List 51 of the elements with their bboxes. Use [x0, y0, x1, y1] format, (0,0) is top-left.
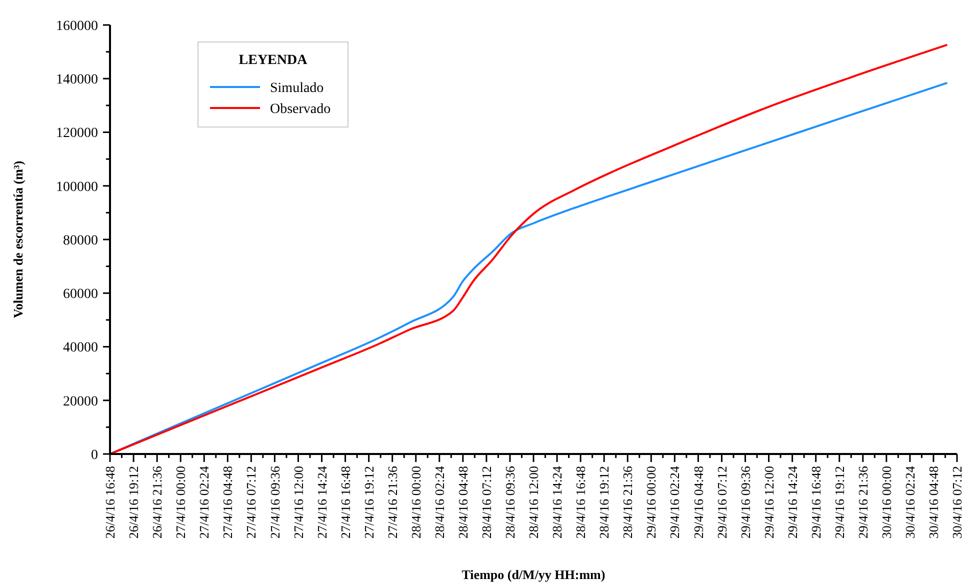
x-tick-label: 28/4/16 02:24 [432, 466, 447, 539]
x-tick-label: 28/4/16 07:12 [478, 466, 494, 539]
x-tick-label: 28/4/16 16:48 [573, 466, 588, 539]
x-tick-label: 27/4/16 07:12 [244, 466, 259, 539]
x-tick-label: 28/4/16 12:00 [526, 466, 542, 539]
y-tick-label: 140000 [56, 72, 98, 88]
x-tick-label: 28/4/16 21:36 [620, 466, 636, 539]
x-tick-label: 30/4/16 07:12 [950, 466, 965, 539]
x-tick-label: 29/4/16 19:12 [832, 466, 847, 539]
y-tick-label: 160000 [56, 18, 98, 34]
y-tick-label: 120000 [56, 126, 98, 142]
x-tick-label: 30/4/16 00:00 [878, 466, 894, 539]
x-tick-label: 27/4/16 00:00 [173, 466, 188, 539]
x-tick-label: 28/4/16 09:36 [502, 466, 518, 539]
x-tick-label: 29/4/16 04:48 [690, 466, 706, 539]
x-tick-label: 30/4/16 02:24 [902, 466, 918, 539]
y-tick-label: 40000 [63, 340, 98, 356]
x-tick-label: 27/4/16 19:12 [361, 466, 376, 539]
x-tick-label: 28/4/16 19:12 [596, 466, 612, 539]
x-tick-label: 29/4/16 16:48 [808, 466, 824, 539]
legend-label: Observado [270, 102, 331, 117]
x-tick-label: 28/4/16 14:24 [550, 466, 565, 539]
x-tick-label: 29/4/16 14:24 [784, 466, 800, 539]
x-tick-label: 30/4/16 04:48 [926, 466, 942, 539]
x-tick-label: 29/4/16 07:12 [714, 466, 730, 539]
y-tick-label: 60000 [63, 287, 98, 302]
x-tick-label: 26/4/16 19:12 [126, 466, 142, 539]
x-tick-label: 29/4/16 00:00 [644, 466, 659, 539]
y-tick-label: 100000 [56, 180, 98, 195]
x-tick-label: 27/4/16 09:36 [267, 466, 282, 539]
x-tick-label: 29/4/16 21:36 [855, 466, 870, 539]
x-tick-label: 29/4/16 12:00 [761, 466, 776, 539]
y-tick-label: 20000 [63, 394, 98, 410]
x-tick-label: 27/4/16 04:48 [220, 466, 236, 539]
x-tick-label: 28/4/16 04:48 [455, 466, 470, 539]
x-tick-label: 26/4/16 16:48 [102, 466, 118, 539]
x-tick-label: 27/4/16 12:00 [290, 466, 306, 539]
y-axis-title: Volumen de escorrentía (m³) [10, 160, 26, 318]
x-tick-label: 27/4/16 21:36 [384, 466, 400, 539]
x-tick-label: 29/4/16 09:36 [738, 466, 753, 539]
legend-label: Simulado [270, 80, 324, 96]
y-tick-label: 80000 [63, 233, 98, 248]
y-tick-label: 0 [91, 448, 98, 463]
x-axis-title: Tiempo (d/M/yy HH:mm) [462, 567, 606, 582]
x-tick-label: 28/4/16 00:00 [408, 466, 424, 539]
x-tick-label: 27/4/16 14:24 [314, 466, 330, 539]
x-tick-label: 27/4/16 16:48 [338, 466, 353, 539]
x-tick-label: 29/4/16 02:24 [667, 466, 682, 539]
legend-title: LEYENDA [238, 53, 308, 68]
x-tick-label: 26/4/16 21:36 [150, 466, 165, 539]
x-tick-label: 27/4/16 02:24 [196, 466, 212, 539]
